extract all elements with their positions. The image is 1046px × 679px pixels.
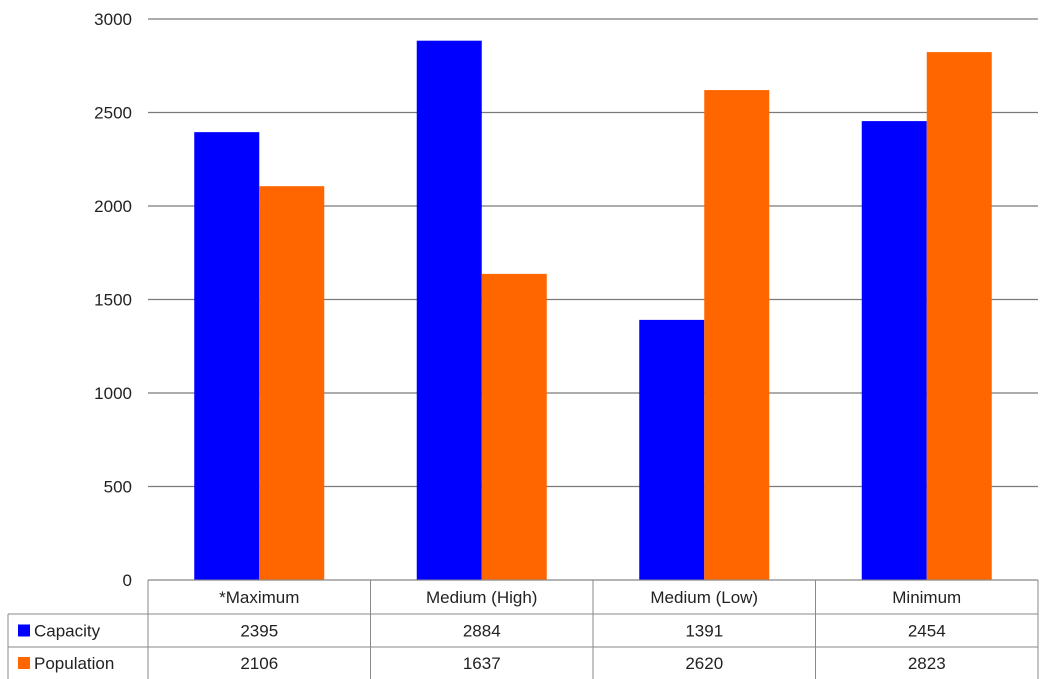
table-value-capacity: 2395 bbox=[240, 622, 278, 641]
bar-population-1 bbox=[259, 186, 325, 581]
x-tick-label: Minimum bbox=[892, 588, 961, 607]
y-tick-label: 2500 bbox=[94, 104, 132, 123]
table-value-capacity: 2884 bbox=[463, 622, 501, 641]
y-axis-ticks: 0 500 1000 1500 2000 2500 3000 bbox=[94, 10, 132, 590]
x-tick-label: *Maximum bbox=[219, 588, 299, 607]
y-tick-label: 1000 bbox=[94, 384, 132, 403]
bar-capacity-2 bbox=[416, 40, 482, 580]
y-tick-label: 0 bbox=[123, 571, 132, 590]
bars bbox=[194, 40, 992, 581]
bar-capacity-4 bbox=[861, 121, 927, 581]
table-value-capacity: 2454 bbox=[908, 622, 946, 641]
y-tick-label: 2000 bbox=[94, 197, 132, 216]
legend-label-capacity: Capacity bbox=[34, 622, 101, 641]
x-tick-label: Medium (High) bbox=[426, 588, 537, 607]
table-value-capacity: 1391 bbox=[685, 622, 723, 641]
legend-label-population: Population bbox=[34, 654, 114, 673]
y-tick-label: 3000 bbox=[94, 10, 132, 29]
legend-swatch-capacity bbox=[18, 624, 30, 637]
table-value-population: 2823 bbox=[908, 654, 946, 673]
y-tick-label: 500 bbox=[104, 478, 132, 497]
legend-swatch-population bbox=[18, 657, 30, 669]
table-value-population: 2620 bbox=[685, 654, 723, 673]
data-table: *Maximum Medium (High) Medium (Low) Minimum… bbox=[7, 579, 1039, 679]
bar-population-2 bbox=[481, 273, 547, 580]
y-tick-label: 1500 bbox=[94, 291, 132, 310]
table-value-population: 1637 bbox=[463, 654, 501, 673]
bar-population-3 bbox=[704, 90, 770, 580]
bar-capacity-3 bbox=[639, 319, 705, 580]
x-tick-label: Medium (Low) bbox=[650, 588, 758, 607]
bar-capacity-1 bbox=[194, 132, 260, 580]
table-value-population: 2106 bbox=[240, 654, 278, 673]
bar-population-4 bbox=[926, 52, 992, 580]
